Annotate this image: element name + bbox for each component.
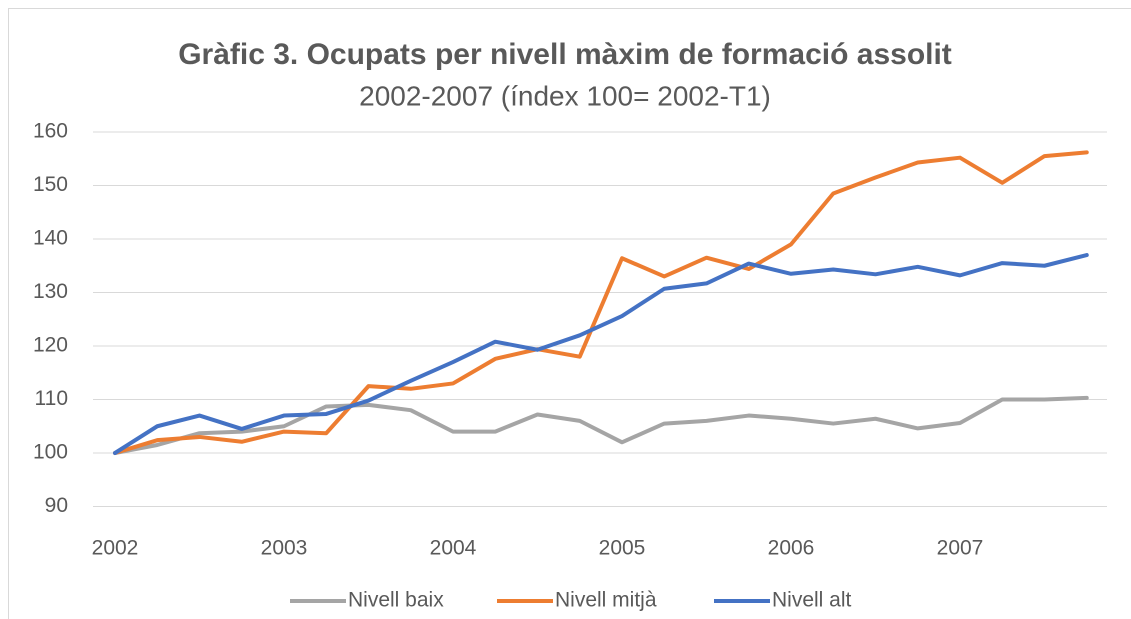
legend-label: Nivell baix (348, 589, 444, 612)
legend-label: Nivell mitjà (555, 589, 657, 612)
y-tick-label: 130 (33, 280, 68, 303)
data-line (113, 253, 1089, 455)
x-tick-label: 2004 (430, 537, 477, 560)
chart-subtitle: 2002-2007 (índex 100= 2002-T1) (359, 80, 771, 111)
y-tick-label: 150 (33, 173, 68, 196)
data-line (113, 150, 1089, 455)
y-tick-label: 120 (33, 334, 68, 357)
x-tick-label: 2002 (92, 537, 139, 560)
y-tick-label: 140 (33, 227, 68, 250)
y-tick-label: 100 (33, 441, 68, 464)
x-tick-label: 2003 (261, 537, 308, 560)
x-tick-label: 2007 (937, 537, 984, 560)
x-tick-label: 2006 (768, 537, 815, 560)
chart-title: Gràfic 3. Ocupats per nivell màxim de fo… (178, 38, 952, 71)
legend-label: Nivell alt (772, 589, 852, 612)
y-tick-label: 110 (35, 387, 68, 410)
data-line (113, 395, 1089, 455)
y-tick-label: 160 (33, 120, 68, 143)
y-tick-label: 90 (45, 494, 68, 517)
x-tick-label: 2005 (599, 537, 646, 560)
chart-border (8, 8, 1131, 619)
